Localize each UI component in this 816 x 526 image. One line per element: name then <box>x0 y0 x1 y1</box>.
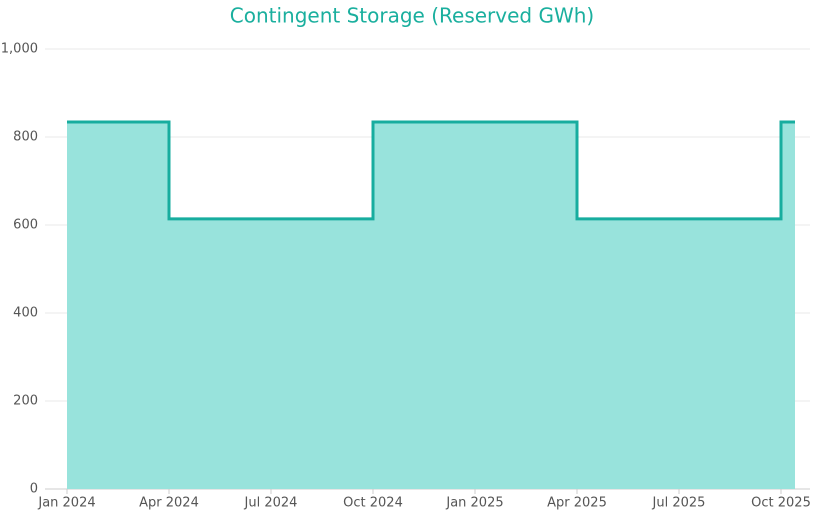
y-tick-label: 0 <box>30 482 38 497</box>
y-tick-label: 800 <box>13 130 38 145</box>
x-tick-label: Jul 2024 <box>244 496 298 511</box>
line <box>67 120 795 221</box>
x-tick-label: Jan 2025 <box>445 496 503 511</box>
chart-title: Contingent Storage (Reserved GWh) <box>230 4 594 28</box>
area <box>67 122 795 489</box>
x-tick-label: Oct 2025 <box>751 496 811 511</box>
y-tick-label: 1,000 <box>1 42 38 57</box>
x-tick-label: Apr 2025 <box>547 496 607 511</box>
x-tick-label: Oct 2024 <box>343 496 403 511</box>
y-tick-label: 400 <box>13 306 38 321</box>
x-tick-label: Jan 2024 <box>37 496 95 511</box>
y-tick-label: 600 <box>13 218 38 233</box>
x-tick-label: Jul 2025 <box>652 496 706 511</box>
y-tick-label: 200 <box>13 394 38 409</box>
x-tick-label: Apr 2024 <box>139 496 199 511</box>
